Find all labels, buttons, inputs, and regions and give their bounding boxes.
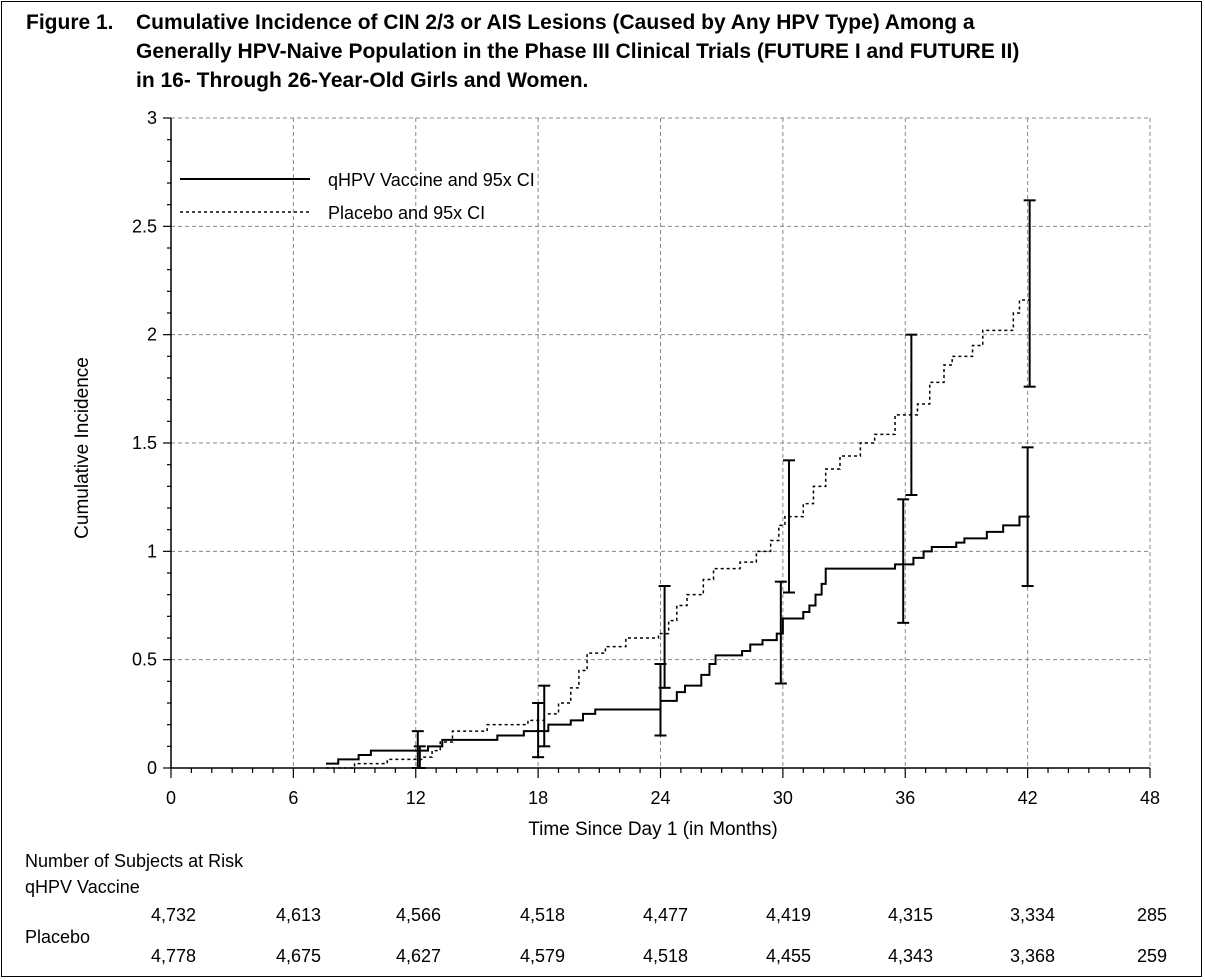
at-risk-placebo-value: 4,675	[275, 946, 321, 966]
at-risk-placebo-label: Placebo	[25, 927, 91, 947]
legend-vaccine-label: qHPV Vaccine and 95x CI	[328, 170, 535, 190]
at-risk-placebo-value: 4,579	[519, 946, 565, 966]
y-tick-label: 1.5	[132, 433, 157, 453]
grid-lines	[171, 117, 1151, 768]
at-risk-vaccine-value: 285	[1136, 905, 1167, 925]
figure-title-line-2: Generally HPV-Naive Population in the Ph…	[136, 40, 1020, 63]
x-tick-label: 6	[288, 788, 298, 808]
x-tick-label: 42	[1018, 788, 1038, 808]
y-tick-label: 1	[147, 541, 157, 561]
at-risk-vaccine-value: 3,334	[1009, 905, 1055, 925]
figure-title-prefix: Figure 1.	[26, 11, 114, 34]
at-risk-placebo-value: 3,368	[1009, 946, 1055, 966]
at-risk-vaccine-value: 4,419	[765, 905, 811, 925]
at-risk-vaccine-value: 4,613	[275, 905, 321, 925]
x-tick-label: 0	[166, 788, 176, 808]
axes: 0 6 12 18 24 30 36 42 48 0 0.5 1 1.5 2 2.5 3	[132, 108, 1160, 808]
y-tick-label: 2.5	[132, 216, 157, 236]
vaccine-curve	[326, 515, 1030, 765]
y-tick-label: 0	[147, 758, 157, 778]
y-tick-label: 0.5	[132, 650, 157, 670]
x-tick-label: 36	[895, 788, 915, 808]
y-axis-title: Cumulative Incidence	[72, 357, 93, 539]
figure-title-line-1: Cumulative Incidence of CIN 2/3 or AIS L…	[136, 11, 975, 34]
at-risk-vaccine-value: 4,518	[519, 905, 565, 925]
x-tick-label: 12	[406, 788, 426, 808]
at-risk-placebo-value: 4,455	[765, 946, 811, 966]
at-risk-vaccine-value: 4,732	[150, 905, 196, 925]
figure-title-line-3: in 16- Through 26-Year-Old Girls and Wom…	[136, 69, 589, 92]
at-risk-placebo-value: 4,343	[887, 946, 933, 966]
at-risk-vaccine-value: 4,566	[395, 905, 441, 925]
legend: qHPV Vaccine and 95x CI Placebo and 95x …	[180, 170, 535, 223]
at-risk-heading: Number of Subjects at Risk	[25, 851, 244, 871]
at-risk-placebo-value: 259	[1136, 946, 1167, 966]
at-risk-vaccine-value: 4,315	[887, 905, 933, 925]
x-tick-label: 24	[650, 788, 670, 808]
x-tick-label: 30	[773, 788, 793, 808]
legend-placebo-label: Placebo and 95x CI	[328, 203, 485, 223]
at-risk-placebo-value: 4,627	[395, 946, 441, 966]
at-risk-vaccine-label: qHPV Vaccine	[25, 877, 140, 897]
placebo-curve	[326, 287, 1031, 769]
at-risk-vaccine-value: 4,477	[642, 905, 688, 925]
series-layer	[326, 199, 1036, 769]
at-risk-placebo-value: 4,518	[642, 946, 688, 966]
at-risk-placebo-value: 4,778	[150, 946, 196, 966]
x-tick-label: 48	[1140, 788, 1160, 808]
y-tick-label: 3	[147, 108, 157, 128]
x-axis-title: Time Since Day 1 (in Months)	[528, 819, 778, 840]
y-tick-label: 2	[147, 325, 157, 345]
x-tick-label: 18	[528, 788, 548, 808]
